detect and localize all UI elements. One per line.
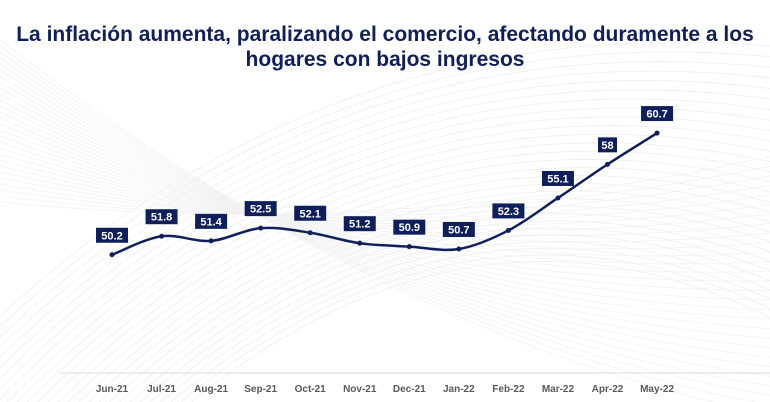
chart-title: La inflación aumenta, paralizando el com… xyxy=(16,23,754,71)
x-tick-label: Oct-21 xyxy=(295,384,327,395)
data-label: 51.4 xyxy=(200,216,222,228)
data-point xyxy=(307,230,313,236)
data-label: 50.7 xyxy=(448,224,469,236)
x-tick-label: Nov-21 xyxy=(343,384,377,395)
series-line xyxy=(111,132,658,256)
data-point xyxy=(109,252,115,258)
data-point xyxy=(654,130,660,136)
data-point xyxy=(505,227,511,233)
data-label: 52.1 xyxy=(299,208,320,220)
data-point xyxy=(258,225,264,231)
x-tick-label: Aug-21 xyxy=(194,384,228,395)
data-label-box xyxy=(541,170,574,186)
data-point xyxy=(159,233,165,239)
data-label-box xyxy=(343,216,376,232)
data-label: 55.1 xyxy=(547,173,568,185)
data-point xyxy=(555,195,561,201)
data-point xyxy=(208,238,214,244)
data-label: 52.3 xyxy=(498,206,519,218)
x-tick-label: Jan-22 xyxy=(443,384,475,395)
data-label-box xyxy=(244,201,277,217)
data-label-box xyxy=(641,106,674,122)
x-tick-label: Apr-22 xyxy=(592,384,624,395)
data-label-box xyxy=(598,137,617,153)
data-label: 51.2 xyxy=(349,219,370,231)
data-point xyxy=(357,240,363,246)
x-tick-label: Feb-22 xyxy=(492,384,525,395)
data-label-box xyxy=(145,209,178,225)
data-label: 52.5 xyxy=(250,204,271,216)
data-label: 60.7 xyxy=(646,109,667,121)
x-tick-label: May-22 xyxy=(640,384,674,395)
data-label-box xyxy=(492,203,525,219)
x-tick-label: Jul-21 xyxy=(147,384,176,395)
data-label: 50.2 xyxy=(101,230,122,242)
data-label-box xyxy=(96,227,128,243)
x-tick-label: Dec-21 xyxy=(393,384,426,395)
data-label: 51.8 xyxy=(151,212,172,224)
x-tick-label: Jun-21 xyxy=(96,384,129,395)
data-label: 50.9 xyxy=(399,222,420,234)
data-label-box xyxy=(442,221,475,237)
data-label-box xyxy=(195,213,228,229)
data-point xyxy=(605,161,610,167)
data-label-box xyxy=(294,205,327,221)
data-label-box xyxy=(393,219,426,235)
data-label: 58 xyxy=(601,140,613,152)
data-point xyxy=(456,246,462,252)
x-tick-label: Sep-21 xyxy=(244,384,277,395)
x-tick-label: Mar-22 xyxy=(542,384,575,395)
data-point xyxy=(406,244,412,250)
